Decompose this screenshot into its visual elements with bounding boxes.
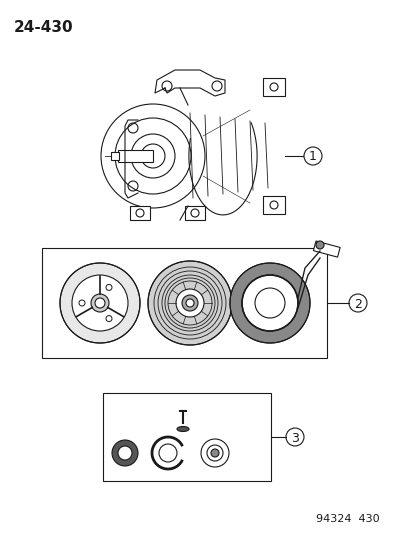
Circle shape bbox=[242, 275, 297, 331]
Circle shape bbox=[95, 298, 105, 308]
Circle shape bbox=[185, 299, 194, 307]
Bar bbox=[103, 393, 271, 481]
Circle shape bbox=[254, 288, 284, 318]
Bar bbox=[262, 78, 284, 96]
Circle shape bbox=[118, 446, 132, 460]
Bar bbox=[118, 150, 153, 162]
Bar bbox=[262, 196, 284, 214]
Text: 24-430: 24-430 bbox=[14, 20, 74, 35]
Circle shape bbox=[182, 295, 197, 311]
Bar bbox=[313, 241, 339, 257]
Circle shape bbox=[230, 263, 309, 343]
Circle shape bbox=[106, 285, 112, 290]
Bar bbox=[111, 152, 119, 160]
Text: 3: 3 bbox=[290, 432, 298, 445]
Circle shape bbox=[112, 440, 138, 466]
Circle shape bbox=[60, 263, 140, 343]
Text: 94324  430: 94324 430 bbox=[316, 514, 379, 524]
Circle shape bbox=[79, 300, 85, 306]
Bar bbox=[42, 248, 326, 358]
Circle shape bbox=[211, 449, 218, 457]
Circle shape bbox=[176, 289, 204, 317]
Circle shape bbox=[91, 294, 109, 312]
Circle shape bbox=[72, 275, 128, 331]
Ellipse shape bbox=[177, 426, 189, 432]
Circle shape bbox=[315, 241, 323, 249]
Text: 2: 2 bbox=[353, 297, 361, 311]
Circle shape bbox=[159, 444, 177, 462]
Circle shape bbox=[106, 316, 112, 321]
Text: 1: 1 bbox=[309, 150, 316, 164]
Bar bbox=[185, 206, 204, 220]
Bar bbox=[130, 206, 150, 220]
Circle shape bbox=[147, 261, 231, 345]
